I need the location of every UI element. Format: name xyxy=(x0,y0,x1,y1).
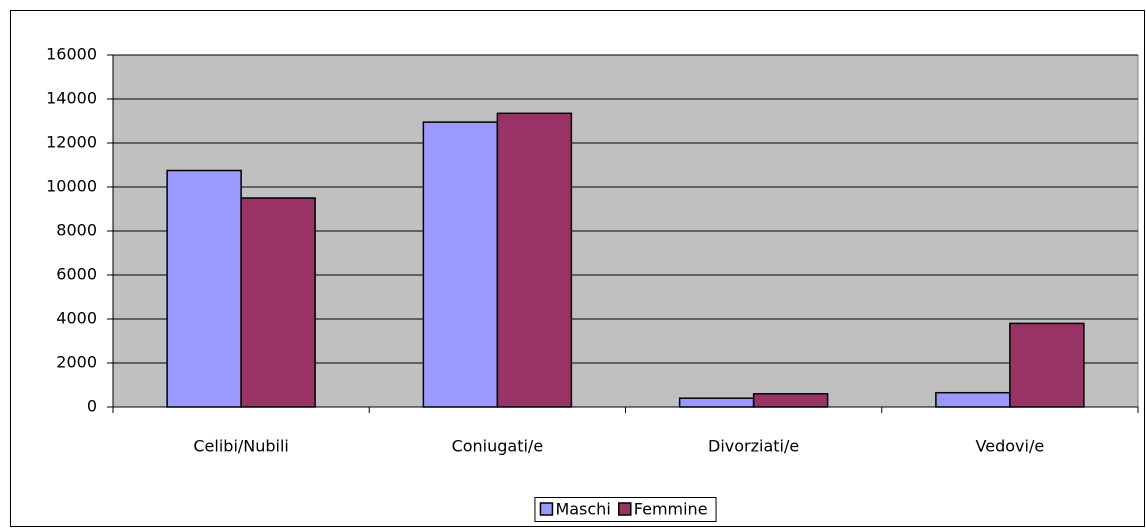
legend-swatch xyxy=(618,502,632,516)
y-tick-label: 8000 xyxy=(56,221,97,240)
bar xyxy=(422,121,499,408)
y-tick-label: 4000 xyxy=(56,309,97,328)
legend-label: Femmine xyxy=(634,500,708,519)
x-tick-label: Divorziati/e xyxy=(708,437,799,456)
bar xyxy=(496,112,573,408)
bar xyxy=(240,197,316,408)
bar xyxy=(678,397,755,408)
bar xyxy=(752,393,829,408)
y-tick-label: 16000 xyxy=(46,45,97,64)
y-tick-label: 0 xyxy=(87,397,97,416)
x-tick-label: Vedovi/e xyxy=(976,437,1045,456)
bar xyxy=(1009,322,1085,408)
y-tick-label: 14000 xyxy=(46,89,97,108)
bar xyxy=(935,391,1011,408)
y-tick-label: 2000 xyxy=(56,353,97,372)
y-tick-label: 6000 xyxy=(56,265,97,284)
y-tick-label: 10000 xyxy=(46,177,97,196)
x-tick-label: Celibi/Nubili xyxy=(193,437,289,456)
bar xyxy=(166,169,242,408)
x-tick-label: Coniugati/e xyxy=(452,437,544,456)
legend-label: Maschi xyxy=(555,500,610,519)
legend-swatch xyxy=(539,502,554,516)
y-tick-label: 12000 xyxy=(46,133,97,152)
